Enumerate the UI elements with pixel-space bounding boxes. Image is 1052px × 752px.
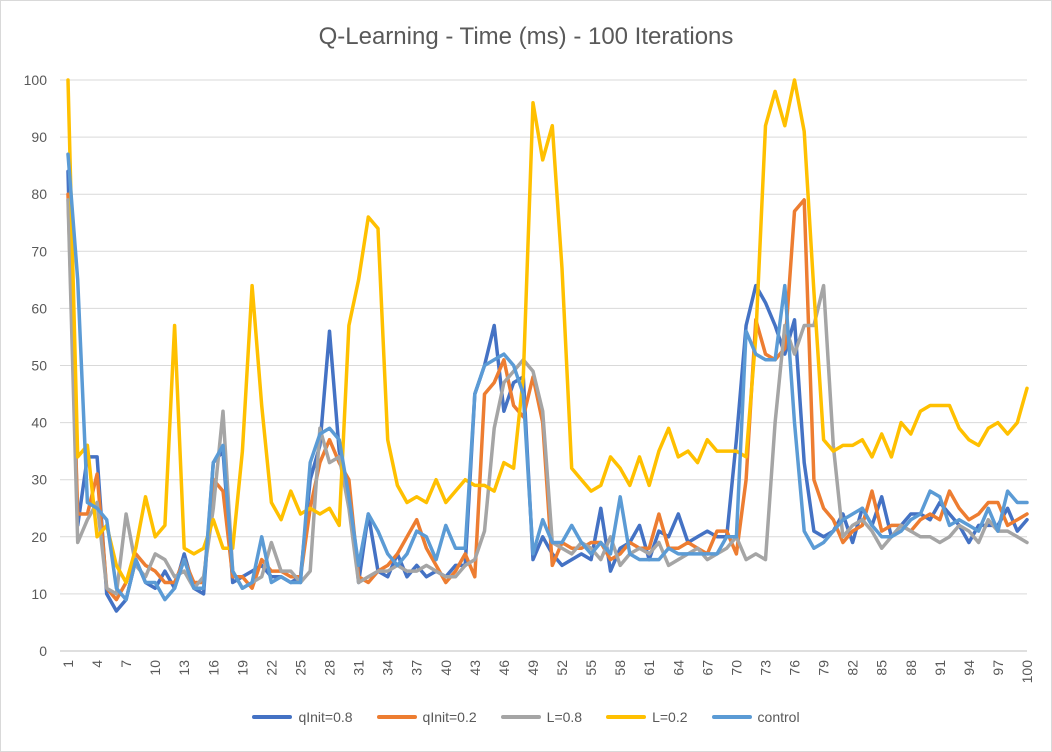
x-axis-ticks: 1 4 7 10 13 16 19 22 25 28 31 34 37 40 43 46 49 52 55 58 61 6… [60, 660, 1035, 684]
y-tick-label: 0 [39, 643, 47, 659]
legend-label: qInit=0.8 [298, 709, 353, 725]
y-tick-label: 40 [31, 415, 47, 431]
x-tick-label: 37 [409, 660, 425, 676]
x-tick-label: 61 [641, 660, 657, 676]
series-line-qinit-0-2 [66, 192, 1029, 602]
legend-item: L=0.8 [500, 709, 583, 725]
x-tick-label: 40 [438, 660, 454, 676]
x-tick-label: 100 [1019, 660, 1035, 684]
x-tick-label: 43 [467, 660, 483, 676]
x-tick-label: 64 [670, 660, 686, 676]
y-axis-ticks: 0 10 20 30 40 50 60 70 80 90 100 [24, 72, 48, 659]
series-line-control [66, 152, 1029, 602]
x-tick-label: 88 [903, 660, 919, 676]
x-tick-label: 46 [496, 660, 512, 676]
legend-swatch [711, 715, 752, 719]
x-tick-label: 7 [118, 660, 134, 668]
x-tick-label: 82 [845, 660, 861, 676]
legend-swatch [376, 715, 417, 719]
y-tick-label: 10 [31, 586, 47, 602]
x-tick-label: 34 [380, 660, 396, 676]
series-line-l-0-2 [66, 78, 1029, 585]
x-tick-label: 52 [554, 660, 570, 676]
x-tick-label: 85 [874, 660, 890, 676]
x-tick-label: 1 [60, 660, 76, 668]
x-tick-label: 4 [89, 660, 105, 668]
y-tick-label: 30 [31, 472, 47, 488]
x-tick-label: 58 [612, 660, 628, 676]
x-tick-label: 10 [147, 660, 163, 676]
x-tick-label: 55 [583, 660, 599, 676]
x-tick-label: 19 [234, 660, 250, 676]
legend-item: qInit=0.2 [376, 709, 477, 725]
x-tick-label: 31 [351, 660, 367, 676]
x-tick-label: 94 [961, 660, 977, 676]
x-tick-label: 25 [292, 660, 308, 676]
x-tick-label: 28 [322, 660, 338, 676]
series-lines [66, 78, 1029, 613]
x-tick-label: 16 [205, 660, 221, 676]
y-tick-label: 90 [31, 129, 47, 145]
y-tick-label: 20 [31, 529, 47, 545]
x-tick-label: 76 [787, 660, 803, 676]
legend-label: L=0.8 [546, 709, 583, 725]
x-tick-label: 49 [525, 660, 541, 676]
chart-title: Q-Learning - Time (ms) - 100 Iterations [318, 23, 734, 50]
legend-swatch [606, 715, 647, 719]
legend-label: L=0.2 [652, 709, 688, 725]
y-tick-label: 100 [24, 72, 48, 88]
x-tick-label: 22 [263, 660, 279, 676]
y-tick-label: 60 [31, 300, 47, 316]
x-tick-label: 79 [816, 660, 832, 676]
x-tick-label: 91 [932, 660, 948, 676]
y-tick-label: 80 [31, 186, 47, 202]
legend-item: control [711, 709, 800, 725]
x-tick-label: 70 [728, 660, 744, 676]
x-tick-label: 97 [990, 660, 1006, 676]
y-tick-label: 70 [31, 243, 47, 259]
legend-label: control [757, 709, 800, 725]
legend-item: qInit=0.8 [252, 709, 353, 725]
x-tick-label: 67 [699, 660, 715, 676]
x-tick-label: 13 [176, 660, 192, 676]
x-tick-label: 73 [757, 660, 773, 676]
legend: qInit=0.8 qInit=0.2 L=0.8 L=0.2 control [1, 709, 1051, 725]
legend-swatch [252, 715, 293, 719]
y-tick-label: 50 [31, 358, 47, 374]
legend-item: L=0.2 [606, 709, 688, 725]
legend-swatch [500, 715, 541, 719]
legend-label: qInit=0.2 [422, 709, 477, 725]
